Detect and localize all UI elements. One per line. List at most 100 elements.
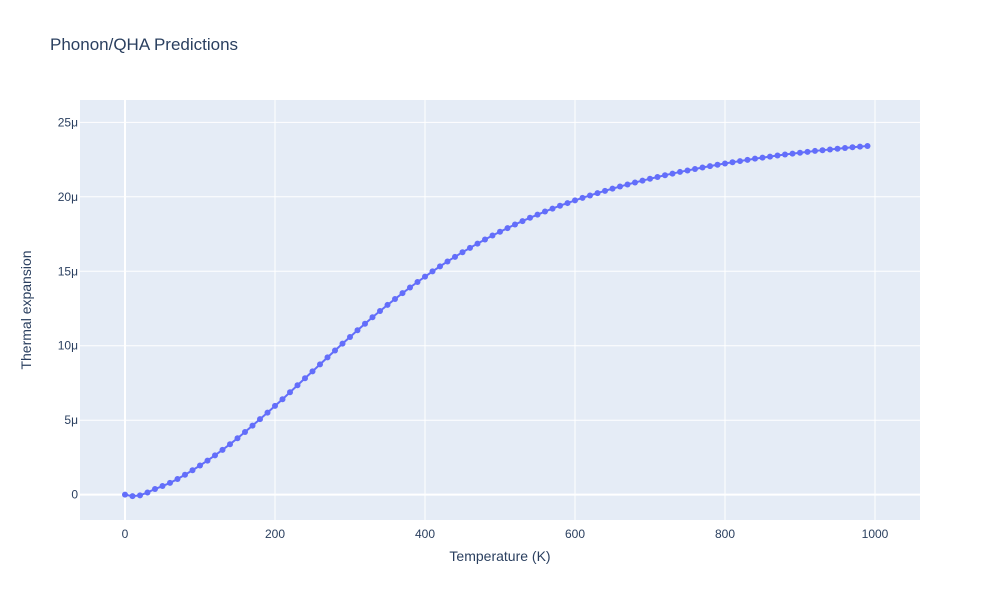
data-point xyxy=(444,258,451,265)
data-point xyxy=(294,382,301,389)
data-point xyxy=(654,174,661,180)
grid xyxy=(80,100,920,520)
data-point xyxy=(692,165,698,172)
data-point xyxy=(512,221,518,228)
data-point xyxy=(324,354,331,361)
x-tick-label: 1000 xyxy=(862,527,889,541)
data-point xyxy=(317,361,323,368)
data-point xyxy=(752,155,758,162)
data-point xyxy=(482,236,488,243)
data-point xyxy=(279,396,286,403)
data-point xyxy=(842,144,848,151)
data-point xyxy=(864,143,871,150)
data-point xyxy=(159,483,166,490)
data-point xyxy=(774,152,781,159)
data-point xyxy=(182,471,188,478)
data-point xyxy=(174,476,181,483)
data-point xyxy=(459,249,466,256)
y-tick-label: 0 xyxy=(71,488,78,502)
data-point xyxy=(759,154,766,161)
data-point xyxy=(152,486,158,493)
data-point xyxy=(219,446,226,453)
data-point xyxy=(437,263,443,270)
data-point xyxy=(287,389,293,396)
data-point xyxy=(497,228,503,235)
data-point xyxy=(684,167,691,174)
data-point xyxy=(519,218,526,225)
data-point xyxy=(782,151,788,158)
y-tick-label: 10μ xyxy=(58,339,78,353)
data-point xyxy=(647,175,653,182)
data-point xyxy=(377,308,383,315)
data-point xyxy=(399,290,406,297)
data-point xyxy=(362,320,368,327)
y-tick-label: 25μ xyxy=(58,115,78,129)
data-point xyxy=(677,168,683,175)
data-point xyxy=(662,172,668,179)
x-tick-label: 800 xyxy=(715,527,735,541)
series-line xyxy=(124,145,868,498)
y-tick-label: 15μ xyxy=(58,264,78,278)
data-point xyxy=(564,200,571,207)
data-point xyxy=(422,273,428,280)
data-point xyxy=(474,240,481,247)
data-point xyxy=(504,225,511,232)
data-point xyxy=(122,491,128,498)
data-point xyxy=(827,146,833,153)
y-axis-ticks: 0 5μ 10μ 15μ 20μ 25μ xyxy=(58,115,79,501)
data-point xyxy=(737,158,743,165)
data-point xyxy=(144,489,151,496)
data-point xyxy=(212,452,218,459)
data-point xyxy=(834,145,841,152)
x-tick-label: 200 xyxy=(265,527,285,541)
data-point xyxy=(609,185,616,192)
data-point xyxy=(332,347,338,354)
data-point xyxy=(557,202,563,209)
data-point xyxy=(587,192,593,199)
data-point xyxy=(542,208,548,215)
data-point xyxy=(302,375,308,382)
data-point xyxy=(722,160,728,167)
data-point xyxy=(797,149,803,156)
x-tick-label: 600 xyxy=(565,527,585,541)
data-point xyxy=(617,183,623,190)
data-point xyxy=(549,205,556,212)
data-point xyxy=(392,295,398,302)
data-point xyxy=(129,493,136,500)
x-tick-label: 0 xyxy=(122,527,129,541)
data-point xyxy=(602,187,608,194)
data-point xyxy=(197,462,203,469)
data-point xyxy=(789,150,796,157)
x-tick-label: 400 xyxy=(415,527,435,541)
data-point xyxy=(234,435,241,442)
data-point xyxy=(639,177,646,184)
data-point xyxy=(594,190,601,197)
data-point xyxy=(624,181,631,188)
data-point xyxy=(264,409,271,416)
data-point xyxy=(714,161,721,168)
data-point xyxy=(339,340,346,347)
data-point xyxy=(857,143,863,150)
data-point xyxy=(189,467,196,474)
data-point xyxy=(167,479,173,486)
data-point xyxy=(467,244,473,251)
data-point xyxy=(309,368,316,375)
series-points xyxy=(122,143,871,500)
data-point xyxy=(414,279,421,285)
x-axis-ticks: 0 200 400 600 800 1000 xyxy=(122,527,889,541)
data-point xyxy=(429,268,436,275)
y-axis-title: Thermal expansion xyxy=(18,250,34,369)
data-point xyxy=(729,159,736,166)
data-point xyxy=(227,441,233,448)
x-axis-title: Temperature (K) xyxy=(449,548,550,564)
data-point xyxy=(272,402,278,409)
data-point xyxy=(579,194,586,201)
data-point xyxy=(699,164,706,171)
data-point xyxy=(804,148,811,155)
data-point xyxy=(204,457,211,464)
data-point xyxy=(669,170,676,177)
data-point xyxy=(744,156,751,163)
data-point xyxy=(354,327,361,334)
data-point xyxy=(534,211,541,218)
